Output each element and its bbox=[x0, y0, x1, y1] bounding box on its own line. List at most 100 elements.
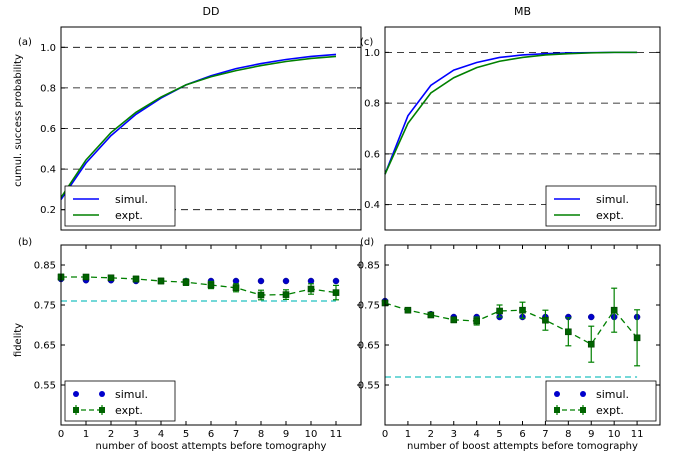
legend-box bbox=[64, 380, 176, 422]
y-tick-label: 0.8 bbox=[364, 99, 380, 110]
data-point-expt bbox=[232, 284, 240, 292]
data-point-simul bbox=[282, 277, 290, 285]
x-tick-label: 1 bbox=[83, 429, 89, 440]
y-tick-label: 0.75 bbox=[34, 301, 56, 312]
data-point-expt bbox=[565, 328, 572, 336]
x-tick-label: 0 bbox=[382, 429, 388, 440]
y-tick-label: 0.85 bbox=[34, 261, 56, 272]
y-tick-label: 0.6 bbox=[364, 149, 380, 160]
data-point-expt bbox=[450, 316, 458, 324]
data-point-expt bbox=[282, 291, 290, 298]
data-point-expt bbox=[107, 274, 115, 282]
legend-entry: simul. bbox=[115, 193, 148, 206]
data-point-expt bbox=[496, 307, 503, 315]
panel-label: (b) bbox=[18, 237, 32, 248]
x-tick-label: 2 bbox=[108, 429, 114, 440]
y-axis-label: fidelity bbox=[13, 323, 24, 357]
series-line-simul bbox=[60, 53, 337, 201]
y-tick-label: 0.55 bbox=[358, 381, 380, 392]
legend-entry: expt. bbox=[115, 209, 143, 222]
x-tick-label: 4 bbox=[473, 429, 479, 440]
data-point-expt bbox=[610, 306, 618, 314]
legend-swatch-marker bbox=[554, 407, 560, 413]
x-tick-label: 9 bbox=[283, 429, 289, 440]
x-tick-label: 6 bbox=[519, 429, 525, 440]
y-tick-label: 0.2 bbox=[40, 205, 56, 216]
panel-c-mb-success-probability: 0.4 0.6 0.8 1.0 MB (c) simul. expt. bbox=[360, 5, 661, 231]
x-tick-label: 6 bbox=[208, 429, 214, 440]
legend-entry: expt. bbox=[115, 404, 143, 417]
data-point-expt bbox=[257, 291, 265, 299]
legend-box bbox=[545, 185, 657, 227]
y-tick-label: 0.4 bbox=[40, 165, 56, 176]
x-tick-label: 3 bbox=[451, 429, 457, 440]
data-point-simul bbox=[257, 277, 265, 285]
data-point-expt bbox=[207, 281, 215, 289]
legend-swatch-marker bbox=[99, 407, 105, 413]
legend-box bbox=[64, 185, 176, 227]
x-tick-label: 11 bbox=[631, 429, 644, 440]
data-point-expt bbox=[404, 306, 412, 314]
legend-swatch-marker bbox=[580, 407, 586, 413]
chart-title: MB bbox=[514, 5, 531, 18]
x-tick-label: 9 bbox=[588, 429, 594, 440]
panel-b-dd-fidelity: 0.55 0.65 0.75 0.85 0 1 2 3 4 5 6 7 8 9 10 11 (b) fidelit… bbox=[13, 237, 362, 452]
legend-swatch-marker bbox=[554, 391, 560, 397]
legend-entry: simul. bbox=[596, 388, 629, 401]
legend-swatch-marker bbox=[99, 391, 105, 397]
panel-label: (a) bbox=[18, 37, 32, 48]
x-tick-label: 0 bbox=[58, 429, 64, 440]
x-tick-label: 10 bbox=[608, 429, 621, 440]
data-point-expt bbox=[473, 317, 480, 325]
data-point-expt bbox=[182, 278, 190, 286]
data-point-expt bbox=[132, 275, 140, 283]
y-tick-label: 0.65 bbox=[358, 341, 380, 352]
data-point-expt bbox=[587, 340, 595, 348]
legend: simul. expt. bbox=[545, 185, 657, 227]
data-point-simul bbox=[232, 277, 240, 285]
x-tick-label: 7 bbox=[233, 429, 239, 440]
y-tick-label: 1.0 bbox=[40, 43, 56, 54]
data-point-expt bbox=[633, 334, 641, 342]
y-axis-label: cumul. success probability bbox=[13, 54, 24, 187]
legend-entry: expt. bbox=[596, 404, 624, 417]
data-point-simul bbox=[332, 277, 340, 285]
x-axis-label: number of boost attempts before tomograp… bbox=[96, 441, 327, 452]
panel-a-dd-success-probability: 0.2 0.4 0.6 0.8 1.0 DD (a) cumul. success proba… bbox=[13, 5, 362, 231]
y-tick-label: 0.55 bbox=[34, 381, 56, 392]
legend-entry: simul. bbox=[115, 388, 148, 401]
data-point-expt bbox=[332, 289, 340, 296]
chart-title: DD bbox=[203, 5, 220, 18]
panel-label: (d) bbox=[360, 237, 374, 248]
legend: simul. expt. bbox=[545, 380, 657, 422]
legend-swatch-marker bbox=[73, 391, 79, 397]
series-line-simul bbox=[384, 51, 638, 175]
x-tick-label: 8 bbox=[565, 429, 571, 440]
series-line-expt bbox=[60, 55, 337, 198]
legend-box bbox=[545, 380, 657, 422]
series-line-expt bbox=[384, 302, 638, 346]
panel-d-mb-fidelity: 0.55 0.65 0.75 0.85 0 1 2 3 4 5 6 7 8 9 10 11 (d) number … bbox=[358, 237, 661, 452]
x-tick-label: 4 bbox=[158, 429, 164, 440]
data-point-expt bbox=[542, 316, 549, 324]
y-tick-label: 0.65 bbox=[34, 341, 56, 352]
x-tick-label: 11 bbox=[330, 429, 343, 440]
series-line-expt bbox=[61, 276, 337, 296]
y-tick-label: 0.8 bbox=[40, 83, 56, 94]
x-tick-label: 1 bbox=[405, 429, 411, 440]
x-tick-label: 3 bbox=[133, 429, 139, 440]
x-tick-label: 7 bbox=[542, 429, 548, 440]
data-point-expt bbox=[307, 285, 315, 293]
x-tick-label: 10 bbox=[305, 429, 318, 440]
legend: simul. expt. bbox=[64, 185, 176, 227]
x-axis-label: number of boost attempts before tomograp… bbox=[407, 441, 638, 452]
x-tick-label: 2 bbox=[428, 429, 434, 440]
y-tick-label: 0.6 bbox=[40, 124, 56, 135]
axes-frame bbox=[384, 26, 661, 231]
legend: simul. expt. bbox=[64, 380, 176, 422]
legend-entry: simul. bbox=[596, 193, 629, 206]
series-line-expt bbox=[384, 51, 638, 175]
y-tick-label: 0.75 bbox=[358, 301, 380, 312]
x-tick-label: 8 bbox=[258, 429, 264, 440]
